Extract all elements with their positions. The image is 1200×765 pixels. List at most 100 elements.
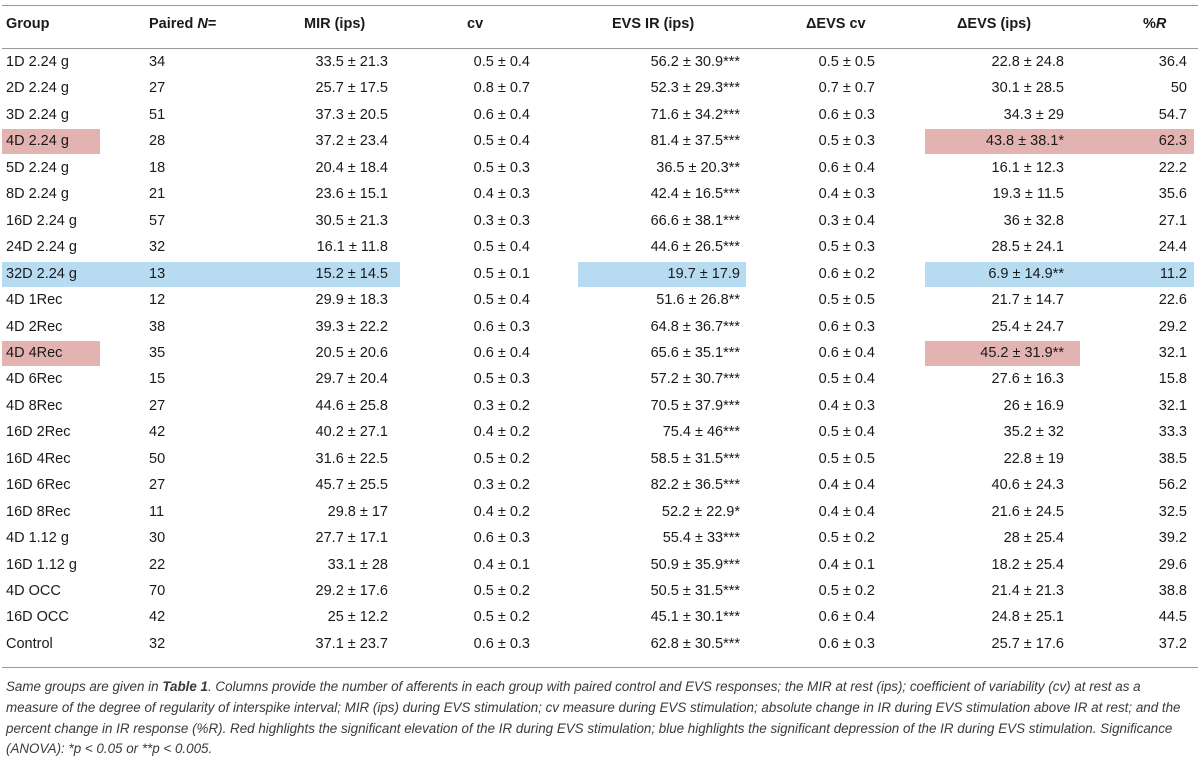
cell-pct-r: 50 bbox=[1170, 80, 1187, 97]
cell-delta-evs: 25.7 ± 17.6 bbox=[991, 635, 1064, 652]
cell-group: 16D OCC bbox=[6, 609, 69, 626]
cell-delta-evs: 34.3 ± 29 bbox=[1003, 106, 1064, 123]
table-row: 8D 2.24 g 21 23.6 ± 15.1 0.4 ± 0.3 42.4 ± 16… bbox=[0, 181, 1200, 207]
header-cv: cv bbox=[467, 16, 484, 32]
cell-mir: 29.2 ± 17.6 bbox=[315, 583, 388, 599]
cell-pct-r: 35.6 bbox=[1158, 186, 1187, 203]
cell-evs-ir: 50.9 ± 35.9*** bbox=[650, 556, 740, 573]
header-delta-evs-cv: ΔEVS cv bbox=[806, 16, 866, 32]
table-row: 4D 1.12 g 30 27.7 ± 17.1 0.6 ± 0.3 55.4 ± 33… bbox=[0, 525, 1200, 551]
cell-delta-evs-cv: 0.5 ± 0.4 bbox=[818, 424, 875, 441]
cell-group: 2D 2.24 g bbox=[6, 80, 69, 97]
cell-mir: 20.5 ± 20.6 bbox=[315, 344, 388, 361]
cell-delta-evs-cv: 0.6 ± 0.4 bbox=[818, 159, 875, 176]
cell-delta-evs: 21.7 ± 14.7 bbox=[991, 292, 1064, 309]
cell-paired-n: 70 bbox=[149, 583, 166, 599]
cell-delta-evs: 19.3 ± 11.5 bbox=[992, 186, 1064, 203]
cell-delta-evs-cv: 0.4 ± 0.3 bbox=[818, 186, 875, 203]
cell-group: 4D 8Rec bbox=[6, 397, 63, 414]
cell-delta-evs: 22.8 ± 24.8 bbox=[991, 54, 1064, 70]
cell-delta-evs: 43.8 ± 38.1* bbox=[985, 133, 1064, 150]
cell-evs-ir: 64.8 ± 36.7*** bbox=[650, 318, 740, 335]
cell-delta-evs: 27.6 ± 16.3 bbox=[991, 371, 1064, 388]
cell-group: Control bbox=[6, 635, 53, 652]
cell-cv: 0.5 ± 0.4 bbox=[473, 133, 530, 150]
table-row: 16D 8Rec 11 29.8 ± 17 0.4 ± 0.2 52.2 ± 22.9*… bbox=[0, 499, 1200, 525]
cell-pct-r: 38.5 bbox=[1158, 450, 1187, 467]
cell-paired-n: 51 bbox=[149, 106, 166, 123]
cell-delta-evs: 36 ± 32.8 bbox=[1003, 212, 1064, 229]
highlight-red bbox=[925, 340, 1080, 366]
header-delta-evs: ΔEVS (ips) bbox=[957, 16, 1032, 32]
table-row: 4D 6Rec 15 29.7 ± 20.4 0.5 ± 0.3 57.2 ± 30.7… bbox=[0, 366, 1200, 392]
table-row: 2D 2.24 g 27 25.7 ± 17.5 0.8 ± 0.7 52.3 ± 29… bbox=[0, 75, 1200, 101]
cell-evs-ir: 70.5 ± 37.9*** bbox=[650, 397, 740, 414]
cell-delta-evs-cv: 0.7 ± 0.7 bbox=[818, 80, 875, 97]
cell-pct-r: 44.5 bbox=[1158, 609, 1187, 626]
cell-group: 24D 2.24 g bbox=[6, 239, 77, 256]
cell-group: 16D 4Rec bbox=[6, 450, 71, 467]
cell-delta-evs-cv: 0.6 ± 0.3 bbox=[818, 318, 875, 335]
cell-paired-n: 11 bbox=[149, 503, 165, 520]
cell-paired-n: 50 bbox=[149, 450, 166, 467]
cell-delta-evs-cv: 0.3 ± 0.4 bbox=[818, 212, 875, 229]
cell-delta-evs: 45.2 ± 31.9** bbox=[980, 344, 1064, 361]
cell-paired-n: 38 bbox=[149, 318, 166, 335]
table-row: 24D 2.24 g 32 16.1 ± 11.8 0.5 ± 0.4 44.6 ± 2… bbox=[0, 234, 1200, 260]
cell-paired-n: 32 bbox=[149, 239, 166, 256]
cell-mir: 29.7 ± 20.4 bbox=[315, 371, 388, 388]
cell-paired-n: 35 bbox=[149, 344, 166, 361]
cell-cv: 0.5 ± 0.2 bbox=[473, 450, 530, 467]
cell-mir: 37.3 ± 20.5 bbox=[315, 106, 388, 123]
cell-cv: 0.5 ± 0.3 bbox=[473, 159, 530, 176]
table-row: 16D 6Rec 27 45.7 ± 25.5 0.3 ± 0.2 82.2 ± 36.… bbox=[0, 472, 1200, 498]
cell-pct-r: 32.1 bbox=[1158, 397, 1187, 414]
cell-delta-evs-cv: 0.4 ± 0.3 bbox=[818, 397, 875, 414]
cell-pct-r: 39.2 bbox=[1158, 530, 1187, 547]
cell-evs-ir: 51.6 ± 26.8** bbox=[656, 292, 740, 309]
table-row: 4D 1Rec 12 29.9 ± 18.3 0.5 ± 0.4 51.6 ± 26.8… bbox=[0, 287, 1200, 313]
cell-pct-r: 36.4 bbox=[1158, 54, 1187, 70]
cell-group: 4D 1Rec bbox=[6, 292, 63, 309]
cell-delta-evs-cv: 0.5 ± 0.3 bbox=[818, 133, 875, 150]
cell-cv: 0.5 ± 0.2 bbox=[473, 609, 530, 626]
highlight-red bbox=[2, 340, 100, 366]
table-row: 4D 4Rec 35 20.5 ± 20.6 0.6 ± 0.4 65.6 ± 35.1… bbox=[0, 340, 1200, 366]
cell-pct-r: 15.8 bbox=[1158, 371, 1187, 388]
cell-delta-evs: 26 ± 16.9 bbox=[1003, 397, 1064, 414]
cell-evs-ir: 71.6 ± 34.2*** bbox=[650, 106, 740, 123]
cell-delta-evs-cv: 0.5 ± 0.5 bbox=[818, 292, 875, 309]
table-row: 16D 1.12 g 22 33.1 ± 28 0.4 ± 0.1 50.9 ± 35.… bbox=[0, 552, 1200, 578]
cell-paired-n: 57 bbox=[149, 212, 166, 229]
cell-group: 16D 8Rec bbox=[6, 503, 71, 520]
cell-mir: 39.3 ± 22.2 bbox=[315, 318, 388, 335]
top-rule bbox=[2, 5, 1198, 6]
table-row: 16D 2.24 g 57 30.5 ± 21.3 0.3 ± 0.3 66.6 ± 3… bbox=[0, 208, 1200, 234]
cell-cv: 0.8 ± 0.7 bbox=[473, 80, 530, 97]
cell-cv: 0.4 ± 0.2 bbox=[473, 424, 530, 441]
bottom-rule bbox=[2, 667, 1198, 668]
cell-evs-ir: 44.6 ± 26.5*** bbox=[650, 239, 740, 256]
highlight-blue bbox=[925, 261, 1194, 287]
cell-delta-evs: 24.8 ± 25.1 bbox=[991, 609, 1064, 626]
cell-delta-evs: 28 ± 25.4 bbox=[1003, 530, 1064, 547]
table-row: 16D 2Rec 42 40.2 ± 27.1 0.4 ± 0.2 75.4 ± 46*… bbox=[0, 419, 1200, 445]
header-group: Group bbox=[6, 16, 50, 32]
header-paired-n: Paired N= bbox=[149, 16, 217, 32]
cell-delta-evs-cv: 0.5 ± 0.2 bbox=[818, 583, 875, 599]
table-header: Group Paired N= MIR (ips) cv EVS IR (ips… bbox=[0, 0, 1200, 48]
cell-evs-ir: 55.4 ± 33*** bbox=[662, 530, 740, 547]
cell-group: 1D 2.24 g bbox=[6, 54, 69, 70]
cell-cv: 0.4 ± 0.3 bbox=[473, 186, 530, 203]
cell-paired-n: 18 bbox=[149, 159, 166, 176]
cell-mir: 30.5 ± 21.3 bbox=[315, 212, 388, 229]
cell-mir: 16.1 ± 11.8 bbox=[316, 239, 388, 256]
cell-mir: 31.6 ± 22.5 bbox=[315, 450, 388, 467]
cell-pct-r: 54.7 bbox=[1158, 106, 1187, 123]
header-pct-r: %R bbox=[1143, 16, 1167, 32]
cell-delta-evs-cv: 0.4 ± 0.4 bbox=[818, 503, 875, 520]
table-row: 16D OCC 42 25 ± 12.2 0.5 ± 0.2 45.1 ± 30.1**… bbox=[0, 604, 1200, 630]
cell-delta-evs: 35.2 ± 32 bbox=[1003, 424, 1064, 441]
cell-cv: 0.4 ± 0.1 bbox=[473, 556, 530, 573]
cell-group: 4D 2Rec bbox=[6, 318, 63, 335]
